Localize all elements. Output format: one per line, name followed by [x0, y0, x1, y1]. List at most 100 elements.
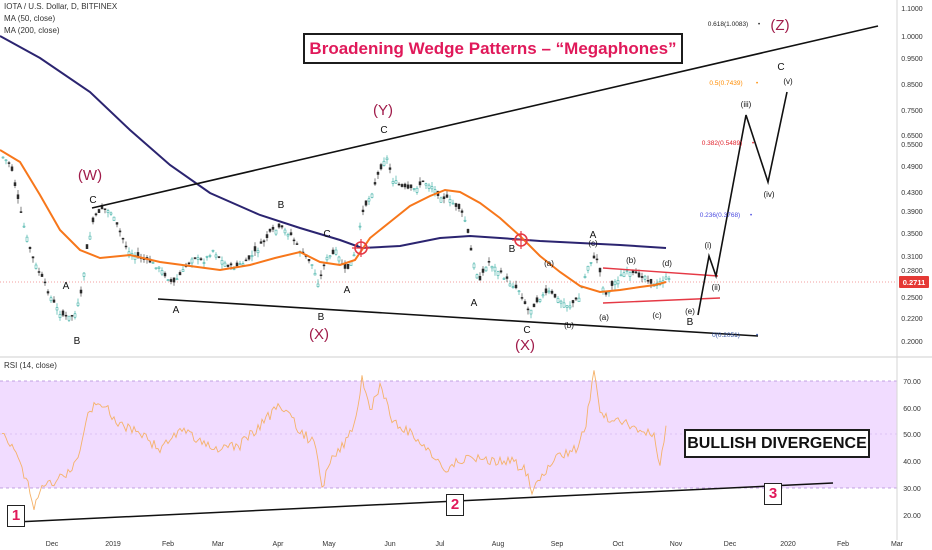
candle-body	[559, 300, 563, 304]
candle-body	[463, 219, 467, 222]
candle-body	[49, 297, 53, 302]
candle-body	[67, 315, 71, 321]
price-tick-label: 0.3100	[901, 254, 923, 261]
candle-body	[484, 266, 488, 272]
candle-body	[499, 270, 503, 273]
candle-body	[157, 266, 161, 269]
rsi-tick-label: 60.00	[903, 406, 921, 413]
candle-body	[94, 213, 98, 216]
candle-body	[19, 211, 23, 213]
rsi-divergence-line	[15, 482, 834, 523]
price-tick-label: 0.2200	[901, 316, 923, 323]
candle-body	[487, 261, 491, 263]
time-tick-label: Mar	[891, 541, 904, 548]
candle-body	[343, 263, 347, 269]
candle-body	[244, 259, 248, 262]
candle-body	[442, 196, 446, 199]
candle-body	[565, 305, 569, 308]
candle-body	[514, 284, 518, 289]
candle-body	[247, 255, 251, 260]
candle-body	[223, 262, 227, 267]
price-tick-label: 0.3500	[901, 231, 923, 238]
candle-body	[424, 183, 428, 186]
candle-body	[364, 200, 368, 206]
candle-body	[271, 226, 275, 230]
candle-body	[430, 186, 434, 190]
sub-wave-label: (b)	[564, 321, 574, 330]
candle-body	[73, 313, 77, 318]
candle-body	[280, 225, 284, 228]
minor-wave-label: C	[523, 325, 530, 336]
ma200-line	[0, 35, 667, 250]
candle-body	[382, 160, 386, 166]
fib-level-label: 0.382(0.5489)	[702, 140, 742, 147]
candle-body	[1, 156, 5, 159]
candle-body	[577, 297, 581, 302]
candle-body	[316, 283, 320, 287]
minor-wave-label: C	[777, 62, 784, 73]
fib-level-dot: •	[752, 141, 754, 147]
sub-wave-label: (c)	[588, 239, 598, 248]
candle-body	[217, 256, 221, 258]
candle-body	[553, 293, 557, 298]
candle-body	[232, 268, 236, 271]
candle-body	[13, 182, 17, 186]
fib-level-dot: •	[756, 333, 758, 339]
candle-body	[601, 287, 605, 292]
candle-body	[331, 249, 335, 254]
major-wave-label: (X)	[515, 337, 535, 354]
candle-body	[241, 263, 245, 266]
candle-body	[562, 302, 566, 308]
triangle-lower-line	[602, 297, 721, 304]
candle-body	[367, 198, 371, 202]
candle-body	[109, 212, 113, 215]
candle-body	[235, 262, 239, 267]
candle-body	[136, 252, 140, 257]
candle-body	[439, 197, 443, 203]
candle-body	[493, 266, 497, 272]
candle-body	[37, 271, 41, 273]
candle-body	[52, 299, 56, 303]
candle-body	[427, 184, 431, 189]
candle-body	[307, 259, 311, 262]
candle-body	[352, 254, 356, 257]
candle-body	[118, 230, 122, 233]
time-tick-label: Oct	[613, 541, 624, 548]
candle-body	[88, 235, 92, 240]
major-wave-label: (Y)	[373, 102, 393, 119]
candle-body	[199, 258, 203, 261]
candle-body	[259, 241, 263, 244]
candle-body	[313, 272, 317, 276]
candle-body	[568, 305, 572, 309]
time-tick-label: Dec	[724, 541, 737, 548]
minor-wave-label: B	[509, 244, 516, 255]
candle-body	[640, 276, 644, 278]
price-tick-label: 1.1000	[901, 6, 923, 13]
fib-level-label: 0.236(0.3768)	[700, 212, 740, 219]
candle-body	[178, 272, 182, 276]
candle-body	[325, 256, 329, 261]
candle-body	[433, 189, 437, 194]
impulse-wave-label: (ii)	[712, 283, 721, 292]
candle-body	[76, 302, 80, 306]
candle-body	[391, 181, 395, 184]
candle-body	[58, 314, 62, 318]
candle-body	[460, 210, 464, 213]
candle-body	[208, 255, 212, 257]
candle-body	[334, 249, 338, 255]
candle-body	[256, 250, 260, 254]
impulse-wave-label: (iii)	[741, 100, 752, 109]
minor-wave-label: B	[278, 200, 285, 211]
divergence-marker-2: 2	[446, 494, 464, 516]
price-tick-label: 0.9500	[901, 56, 923, 63]
candle-body	[151, 262, 155, 264]
price-tick-label: 0.8500	[901, 82, 923, 89]
candle-body	[7, 162, 11, 164]
candle-body	[22, 225, 26, 228]
candle-body	[664, 276, 668, 280]
time-tick-label: 2019	[105, 541, 121, 548]
candle-body	[43, 281, 47, 284]
candle-body	[193, 257, 197, 259]
time-tick-label: Apr	[273, 541, 285, 548]
candle-body	[466, 228, 470, 233]
